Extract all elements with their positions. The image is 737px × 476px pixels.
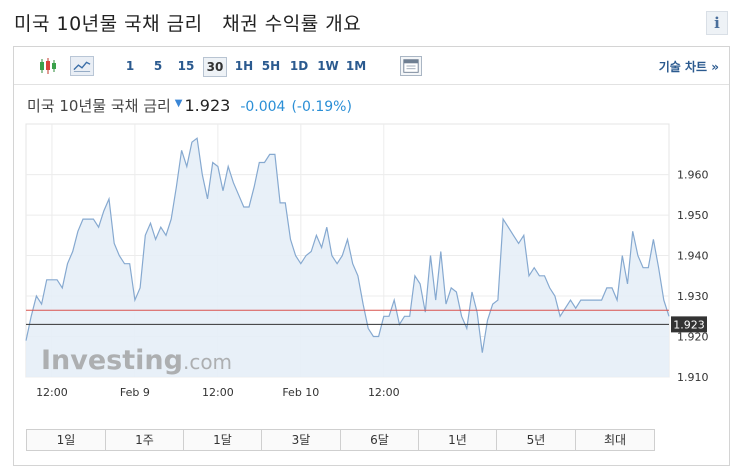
page-title: 미국 10년물 국채 금리 채권 수익률 개요 — [14, 13, 362, 35]
range-1d[interactable]: 1일 — [27, 430, 106, 450]
yield-chart: 1.910 1.920 1.930 1.940 1.950 1.960 12:00 Feb 9… — [25, 123, 709, 399]
calendar-icon[interactable] — [400, 56, 422, 76]
quote-line: 미국 10년물 국채 금리 ▼ 1.923 -0.004 (-0.19%) — [27, 95, 352, 116]
range-6m[interactable]: 6달 — [341, 430, 419, 450]
range-3m[interactable]: 3달 — [262, 430, 341, 450]
current-price-label: 1.923 — [673, 318, 705, 331]
technical-chart-link[interactable]: 기술 차트 » — [658, 60, 719, 74]
timeframe-1d[interactable]: 1D — [289, 59, 309, 73]
series-area — [26, 138, 669, 377]
timeframe-5h[interactable]: 5H — [261, 59, 281, 73]
range-selector: 1일 1주 1달 3달 6달 1년 5년 최대 — [26, 429, 655, 451]
timeframe-1m[interactable]: 1M — [345, 59, 367, 73]
y-tick-label: 1.920 — [677, 331, 709, 344]
price-change: -0.004 — [240, 99, 286, 115]
y-tick-label: 1.930 — [677, 290, 709, 303]
range-1w[interactable]: 1주 — [106, 430, 184, 450]
line-chart-icon[interactable] — [70, 56, 94, 76]
chart-toolbar: 1 5 15 30 1H 5H 1D 1W 1M 기술 차트 » — [14, 47, 729, 85]
investing-watermark: Investing.com — [41, 345, 232, 376]
y-tick-label: 1.910 — [677, 371, 709, 384]
x-tick-label: 12:00 — [36, 386, 68, 399]
price-change-pct: (-0.19%) — [291, 99, 352, 115]
y-tick-label: 1.960 — [677, 169, 709, 182]
y-tick-label: 1.950 — [677, 209, 709, 222]
range-1y[interactable]: 1년 — [419, 430, 497, 450]
timeframe-5[interactable]: 5 — [153, 59, 163, 73]
timeframe-30[interactable]: 30 — [203, 57, 227, 77]
current-price-tag — [671, 316, 707, 333]
x-tick-label: Feb 9 — [120, 386, 150, 399]
last-price: 1.923 — [184, 96, 231, 115]
timeframe-1w[interactable]: 1W — [317, 59, 339, 73]
x-tick-label: 12:00 — [202, 386, 234, 399]
y-tick-label: 1.940 — [677, 250, 709, 263]
range-5y[interactable]: 5년 — [497, 430, 576, 450]
chart-panel: 1 5 15 30 1H 5H 1D 1W 1M 기술 차트 » 미국 10년물… — [13, 46, 730, 466]
info-icon[interactable]: i — [706, 11, 728, 35]
timeframe-1h[interactable]: 1H — [234, 59, 254, 73]
timeframe-15[interactable]: 15 — [177, 59, 195, 73]
series-line — [25, 137, 670, 353]
down-arrow-icon: ▼ — [174, 98, 183, 109]
x-tick-label: Feb 10 — [282, 386, 319, 399]
range-max[interactable]: 최대 — [576, 430, 654, 450]
instrument-name: 미국 10년물 국채 금리 — [27, 97, 171, 115]
candlestick-icon[interactable] — [37, 56, 59, 76]
timeframe-1[interactable]: 1 — [125, 59, 135, 73]
x-tick-label: 12:00 — [368, 386, 400, 399]
range-1m[interactable]: 1달 — [184, 430, 262, 450]
